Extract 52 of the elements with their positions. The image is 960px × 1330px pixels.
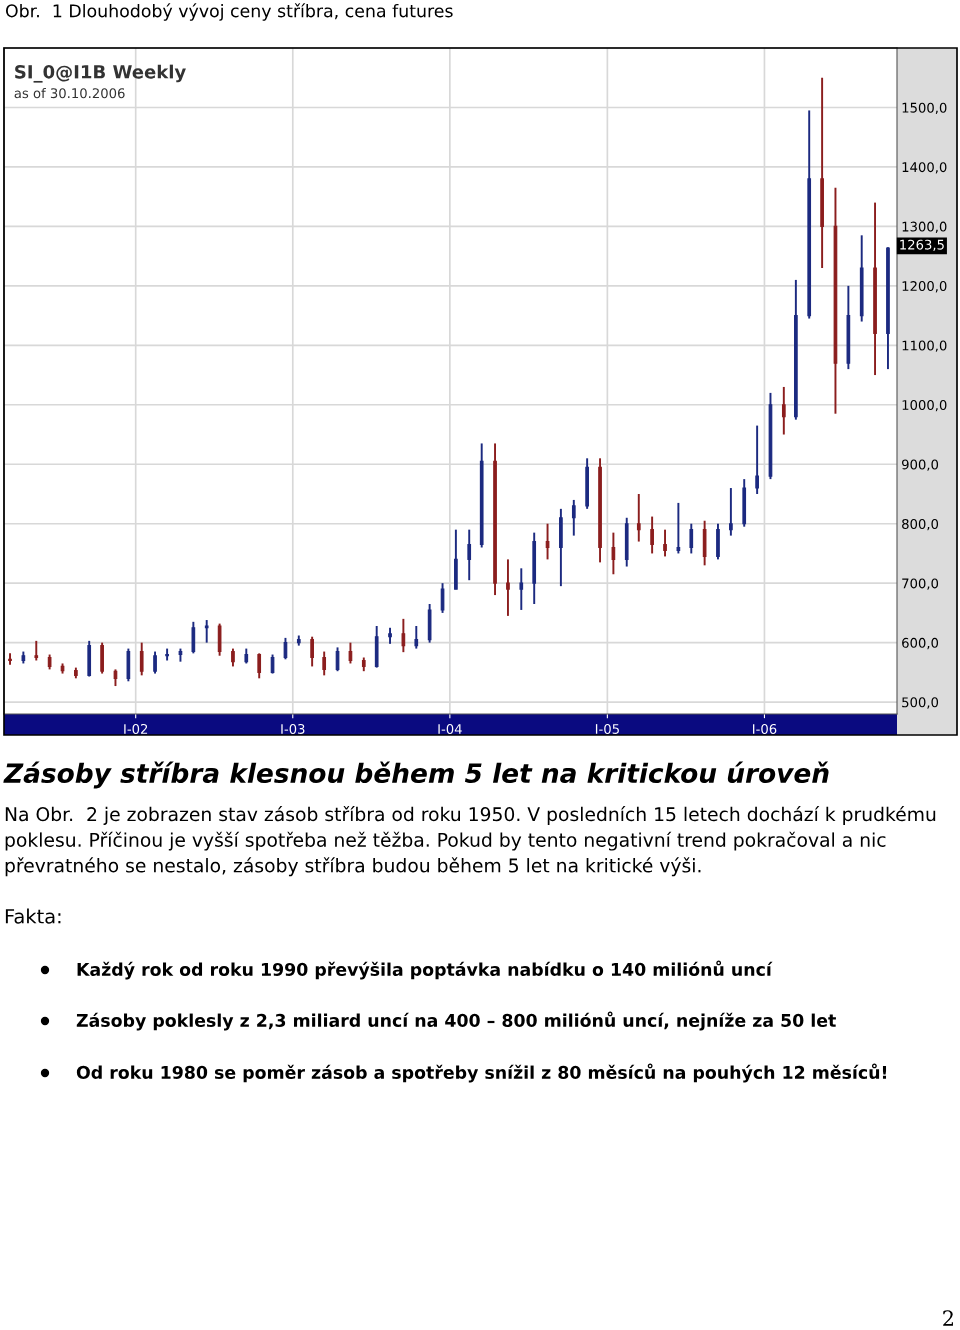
candlestick [34,639,39,662]
candlestick [611,531,616,576]
candlestick [636,493,641,543]
x-tick-label: I-02 [124,723,148,734]
candlestick [204,619,209,644]
candlestick [519,567,524,611]
candlestick [322,650,327,677]
y-tick-label: 1200,0 [902,281,947,293]
candlestick [414,625,419,650]
y-tick-label: 1300,0 [902,221,947,233]
text: 1263,5 [900,239,944,251]
text: Zásoby stříbra klesnou během 5 let na kritickou úroveň [3,761,829,789]
text: Od roku 1980 se poměr zásob a spotřeby snížil z 80 měsíců na pouhých 12 měsíců! [76,1063,887,1083]
candlestick [139,641,144,677]
candlestick [755,424,759,495]
candlestick [467,528,472,582]
y-tick-label: 500,0 [902,697,939,709]
candlestick [571,498,576,537]
candlestick [729,487,733,537]
x-tick-label: I-06 [753,723,777,734]
y-tick-label: 900,0 [902,459,939,471]
candlestick [153,650,157,675]
annotation: SI_0@I1B Weekly [15,64,186,83]
candlestick [506,558,510,617]
candlestick [348,641,353,665]
candlestick [781,385,786,436]
candlestick [310,635,314,668]
x-tick-label: I-04 [438,723,462,734]
y-tick-label: 700,0 [902,578,939,590]
text: Na Obr. 2 je zobrazen stav zásob stříbra od roku 1950. V posledních 15 letech dochází k prudkému poklesu. Příčinou je vyšší spotřeba než těžba. Pokud by tento negativní trend pokračoval a nic převratného se nestalo, zásoby stříbra budou během 5 let na kritické výši. [5,806,936,877]
candlestick [689,522,694,555]
text: 2 [943,1310,953,1326]
candlestick [191,620,196,655]
text: Zásoby poklesly z 2,3 miliard uncí na 400 – 800 miliónů uncí, nejníže za 50 let [76,1011,836,1031]
y-tick-label: 600,0 [902,637,939,650]
y-tick-label: 1000,0 [902,400,947,412]
y-tick-label: 1400,0 [902,162,947,174]
candlestick [663,528,667,558]
candlestick [8,652,12,666]
y-tick-label: 1500,0 [902,102,947,115]
y-tick-label: 1100,0 [902,340,947,352]
text: Fakta: [5,908,61,924]
candlestick [650,515,654,555]
candlestick [257,652,262,680]
chart-title: Obr. 1 Dlouhodobý vývoj ceny stříbra, cena futures [5,3,453,21]
text: Každý rok od roku 1990 převýšila poptávka nabídku o 140 miliónů uncí [77,960,773,980]
candlestick [676,501,681,555]
x-tick-label: I-05 [595,723,619,734]
candlestick [401,617,406,654]
y-tick-label: 800,0 [902,518,939,531]
annotation: as of 30.10.2006 [14,87,125,99]
x-tick-label: I-03 [281,723,305,734]
